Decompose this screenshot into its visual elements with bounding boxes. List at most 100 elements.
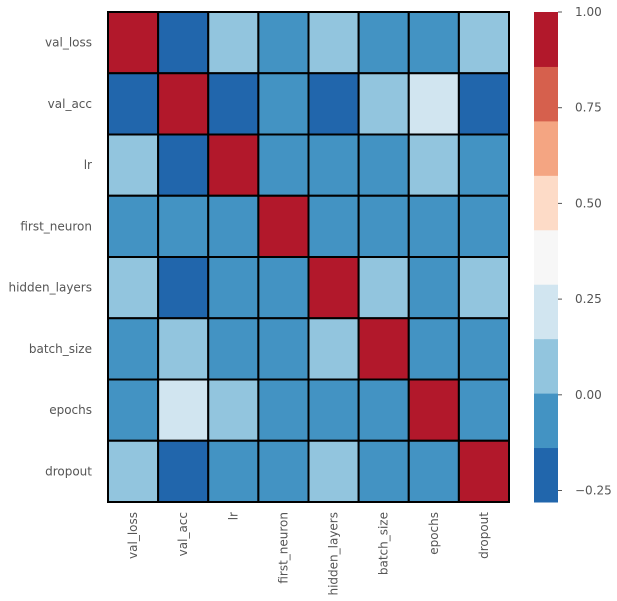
heatmap-cell-hidden_layers-val_loss [107,256,160,320]
heatmap-cell-first_neuron-batch_size [357,194,410,258]
heatmap-cell-dropout-lr [207,439,260,503]
heatmap-cell-lr-dropout [457,133,510,197]
heatmap-cell-lr-epochs [407,133,460,197]
heatmap-cell-hidden_layers-val_acc [157,256,210,320]
heatmap-cells [107,11,510,503]
heatmap-cell-epochs-val_acc [157,378,210,442]
heatmap-cell-hidden_layers-dropout [457,256,510,320]
heatmap-cell-hidden_layers-lr [207,256,260,320]
heatmap-cell-dropout-val_loss [107,439,160,503]
heatmap-cell-val_acc-hidden_layers [307,72,360,136]
heatmap-cell-hidden_layers-hidden_layers [307,256,360,320]
row-label-hidden_layers: hidden_layers [8,281,92,295]
heatmap-cell-dropout-first_neuron [257,439,310,503]
colorbar-segment [534,447,558,503]
row-label-val_acc: val_acc [48,97,92,111]
heatmap-cell-first_neuron-lr [207,194,260,258]
heatmap-cell-hidden_layers-batch_size [357,256,410,320]
colorbar-tick-labels: −0.25 0.00 0.25 0.50 0.75 1.00 [558,5,612,498]
row-label-batch_size: batch_size [29,342,92,356]
heatmap-cell-batch_size-first_neuron [257,317,310,381]
colorbar-segment [534,120,558,176]
heatmap-cell-val_acc-epochs [407,72,460,136]
heatmap-cell-epochs-lr [207,378,260,442]
heatmap-cell-val_acc-val_loss [107,72,160,136]
heatmap-cell-lr-batch_size [357,133,410,197]
row-label-dropout: dropout [45,464,92,478]
heatmap-cell-val_loss-hidden_layers [307,11,360,75]
colorbar-tick-label: −0.25 [575,484,612,498]
heatmap-cell-epochs-batch_size [357,378,410,442]
column-label-epochs: epochs [427,512,441,555]
heatmap-cell-val_loss-first_neuron [257,11,310,75]
column-label-batch_size: batch_size [377,512,391,575]
column-label-first_neuron: first_neuron [276,512,290,584]
heatmap-cell-val_loss-batch_size [357,11,410,75]
colorbar-tick-label: 0.50 [575,196,602,210]
heatmap-cell-epochs-epochs [407,378,460,442]
heatmap-cell-epochs-dropout [457,378,510,442]
heatmap-cell-val_acc-batch_size [357,72,410,136]
heatmap-cell-epochs-first_neuron [257,378,310,442]
heatmap-cell-dropout-epochs [407,439,460,503]
heatmap-cell-lr-val_acc [157,133,210,197]
heatmap-cell-batch_size-epochs [407,317,460,381]
colorbar-segment [534,229,558,285]
heatmap-cell-batch_size-val_acc [157,317,210,381]
column-label-hidden_layers: hidden_layers [327,512,341,596]
colorbar-tick-label: 0.25 [575,292,602,306]
column-label-dropout: dropout [477,512,491,559]
row-label-epochs: epochs [49,403,92,417]
heatmap-cell-batch_size-hidden_layers [307,317,360,381]
colorbar-segment [534,284,558,340]
heatmap-cell-dropout-batch_size [357,439,410,503]
column-tick-labels: val_loss val_acc lr first_neuron hidden_laye… [126,512,491,596]
heatmap-cell-val_acc-first_neuron [257,72,310,136]
colorbar-segment [534,338,558,394]
colorbar-segment [534,175,558,231]
heatmap-cell-hidden_layers-epochs [407,256,460,320]
row-label-lr: lr [84,158,92,172]
heatmap-cell-lr-first_neuron [257,133,310,197]
heatmap-cell-first_neuron-dropout [457,194,510,258]
heatmap-cell-batch_size-lr [207,317,260,381]
heatmap-cell-hidden_layers-first_neuron [257,256,310,320]
heatmap-cell-val_loss-dropout [457,11,510,75]
row-label-val_loss: val_loss [45,36,92,50]
heatmap-cell-first_neuron-first_neuron [257,194,310,258]
heatmap-cell-lr-lr [207,133,260,197]
heatmap-cell-batch_size-val_loss [107,317,160,381]
heatmap-cell-first_neuron-val_loss [107,194,160,258]
heatmap-cell-lr-val_loss [107,133,160,197]
heatmap-cell-batch_size-batch_size [357,317,410,381]
heatmap-cell-batch_size-dropout [457,317,510,381]
heatmap-cell-val_acc-val_acc [157,72,210,136]
heatmap-cell-lr-hidden_layers [307,133,360,197]
heatmap-cell-val_loss-lr [207,11,260,75]
column-label-val_loss: val_loss [126,512,140,559]
colorbar-tick-label: 1.00 [575,5,602,19]
colorbar-segment [534,393,558,449]
colorbar-tick-label: 0.75 [575,101,602,115]
colorbar-tick-label: 0.00 [575,388,602,402]
heatmap-cell-dropout-hidden_layers [307,439,360,503]
colorbar-segment [534,12,558,67]
heatmap-cell-epochs-val_loss [107,378,160,442]
heatmap-cell-first_neuron-epochs [407,194,460,258]
heatmap-cell-val_loss-val_acc [157,11,210,75]
heatmap-cell-val_loss-epochs [407,11,460,75]
heatmap-cell-val_acc-lr [207,72,260,136]
heatmap-cell-val_loss-val_loss [107,11,160,75]
heatmap-cell-dropout-val_acc [157,439,210,503]
heatmap-cell-first_neuron-val_acc [157,194,210,258]
column-label-lr: lr [226,512,240,520]
heatmap-cell-val_acc-dropout [457,72,510,136]
column-label-val_acc: val_acc [176,512,190,556]
row-label-first_neuron: first_neuron [20,219,92,233]
colorbar-segment [534,66,558,122]
heatmap-cell-dropout-dropout [457,439,510,503]
colorbar [534,12,558,503]
heatmap-cell-first_neuron-hidden_layers [307,194,360,258]
